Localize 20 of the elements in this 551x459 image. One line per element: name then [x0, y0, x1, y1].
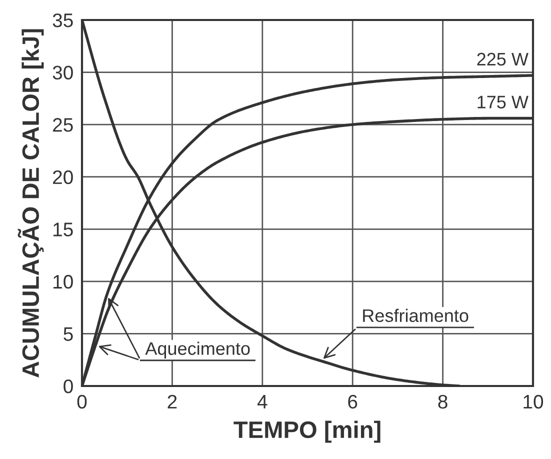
- y-tick-label: 10: [54, 274, 73, 289]
- x-tick-label: 6: [348, 394, 358, 409]
- y-tick-label: 35: [52, 13, 73, 28]
- y-axis-title: ACUMULAÇÃO DE CALOR [kJ]: [18, 29, 44, 378]
- x-tick-label: 0: [77, 394, 87, 409]
- x-tick-label: 2: [168, 394, 177, 408]
- series-label: 225 W: [477, 52, 528, 66]
- y-tick-label: 30: [52, 66, 73, 80]
- annotation: Aquecimento: [145, 342, 250, 359]
- series-label: 175 W: [478, 96, 528, 108]
- x-tick-label: 4: [257, 395, 268, 408]
- x-axis-title: TEMPO [min]: [234, 420, 380, 443]
- y-tick-label: 20: [53, 170, 73, 184]
- y-tick-label: 0: [64, 379, 73, 394]
- x-tick-label: 8: [438, 394, 448, 409]
- y-tick-label: 15: [54, 222, 73, 236]
- annotation: Resfriamento: [363, 308, 468, 322]
- x-tick-label: 10: [524, 394, 544, 409]
- y-tick-label: 25: [53, 118, 73, 132]
- y-tick-label: 5: [64, 327, 73, 341]
